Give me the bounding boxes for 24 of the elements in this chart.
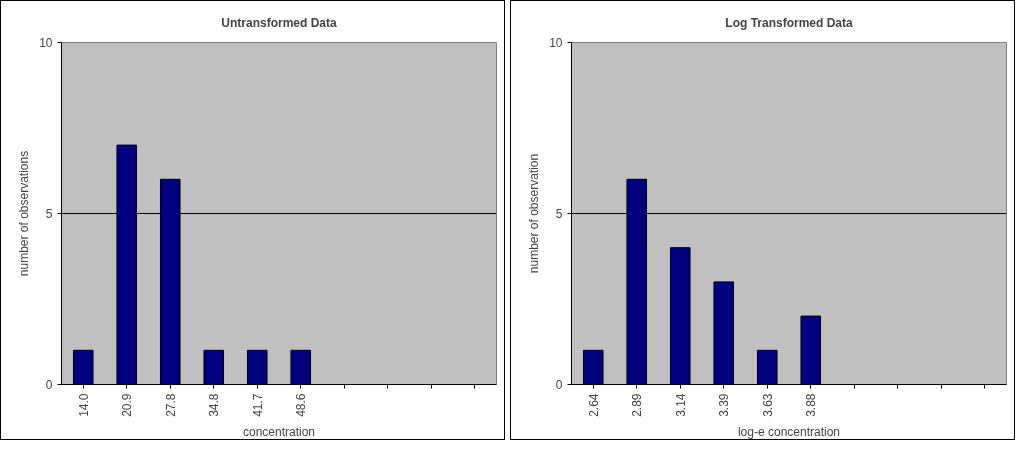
x-tick-label: 27.8 xyxy=(163,393,178,417)
x-tick-label: 2.64 xyxy=(586,393,601,417)
y-tick-label: 10 xyxy=(39,36,53,50)
y-tick-label: 5 xyxy=(45,207,53,221)
x-tick-label: 41.7 xyxy=(250,393,265,417)
x-tick-label: 3.63 xyxy=(760,393,775,417)
x-tick-label: 34.8 xyxy=(207,393,222,417)
x-tick-label: 14.0 xyxy=(76,393,91,417)
x-axis-title: concentration xyxy=(242,424,316,439)
x-tick-label: 20.9 xyxy=(120,393,135,417)
x-tick-label: 2.89 xyxy=(630,393,645,417)
y-tick-label: 5 xyxy=(555,207,563,221)
chart-title: Log Transformed Data xyxy=(725,16,853,30)
x-tick-label: 48.6 xyxy=(294,393,309,417)
x-axis-title: log-e concentration xyxy=(737,424,841,439)
x-tick-label: 3.88 xyxy=(804,393,819,417)
chart-title: Untransformed Data xyxy=(221,16,337,30)
x-tick-label: 3.39 xyxy=(717,393,732,417)
y-tick-label: 0 xyxy=(45,378,53,392)
y-tick-label: 10 xyxy=(549,36,563,50)
y-tick-label: 0 xyxy=(555,378,563,392)
y-axis-title: number of observation xyxy=(527,153,542,274)
x-tick-label: 3.14 xyxy=(673,393,688,417)
y-axis-title: number of observations xyxy=(17,150,32,277)
